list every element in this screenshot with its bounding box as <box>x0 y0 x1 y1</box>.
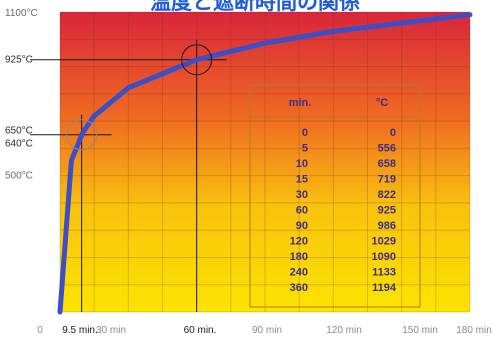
marker-circles <box>66 44 213 151</box>
table-cell: 0 <box>390 127 396 139</box>
x-tick-label: 30 min <box>96 325 126 336</box>
table-cell: 15 <box>296 174 308 186</box>
data-table: min. °C 0 0 5 556 10 658 15 719 30 822 60 925 90 986 120… <box>249 84 421 308</box>
x-tick-label: 120 min <box>326 325 362 336</box>
table-cell: 1133 <box>372 267 396 279</box>
marker-circle <box>181 44 213 76</box>
series-line <box>57 12 473 315</box>
table-header-cell: min. <box>289 97 312 109</box>
x-tick-label: 9.5 min. <box>62 325 98 336</box>
table-cell: 5 <box>302 143 308 155</box>
table-cell: 240 <box>290 267 308 279</box>
x-tick-label: 60 min. <box>184 325 217 336</box>
y-tick-label: 500°C <box>5 171 33 182</box>
x-tick-label: 180 min <box>456 325 492 336</box>
table-cell: 90 <box>296 220 308 232</box>
data-table-frame <box>249 84 421 308</box>
plot-background <box>60 12 470 312</box>
table-cell: 556 <box>378 143 396 155</box>
table-cell: 1029 <box>372 236 396 248</box>
table-cell: 1090 <box>372 251 396 263</box>
chart-title: 温度と遮断時間の関係 <box>150 0 360 14</box>
table-cell: 120 <box>290 236 308 248</box>
y-tick-label: 925°C <box>5 55 33 66</box>
table-cell: 180 <box>290 251 308 263</box>
marker-circle <box>66 119 98 151</box>
table-cell: 0 <box>302 127 308 139</box>
table-cell: 719 <box>378 174 396 186</box>
table-cell: 30 <box>296 189 308 201</box>
x-tick-label: 150 min <box>402 325 438 336</box>
reference-lines <box>30 39 227 312</box>
y-tick-label: 640°C <box>5 138 33 149</box>
table-cell: 986 <box>378 220 396 232</box>
grid-lines <box>59 11 471 313</box>
table-cell: 60 <box>296 205 308 217</box>
table-cell: 822 <box>378 189 396 201</box>
x-axis-tick-labels: 0 9.5 min.30 min 60 min. 90 min 120 min 150 m… <box>37 325 492 336</box>
table-header-cell: °C <box>376 97 388 109</box>
x-tick-label: 0 <box>37 325 43 336</box>
table-cell: 925 <box>378 205 396 217</box>
y-tick-label: 650°C <box>5 126 33 137</box>
table-cell: 10 <box>296 158 308 170</box>
table-cell: 1194 <box>372 282 397 294</box>
table-cell: 360 <box>290 282 308 294</box>
x-tick-label: 90 min <box>252 325 282 336</box>
table-cell: 658 <box>378 158 396 170</box>
y-tick-label: 1100°C <box>5 8 38 19</box>
